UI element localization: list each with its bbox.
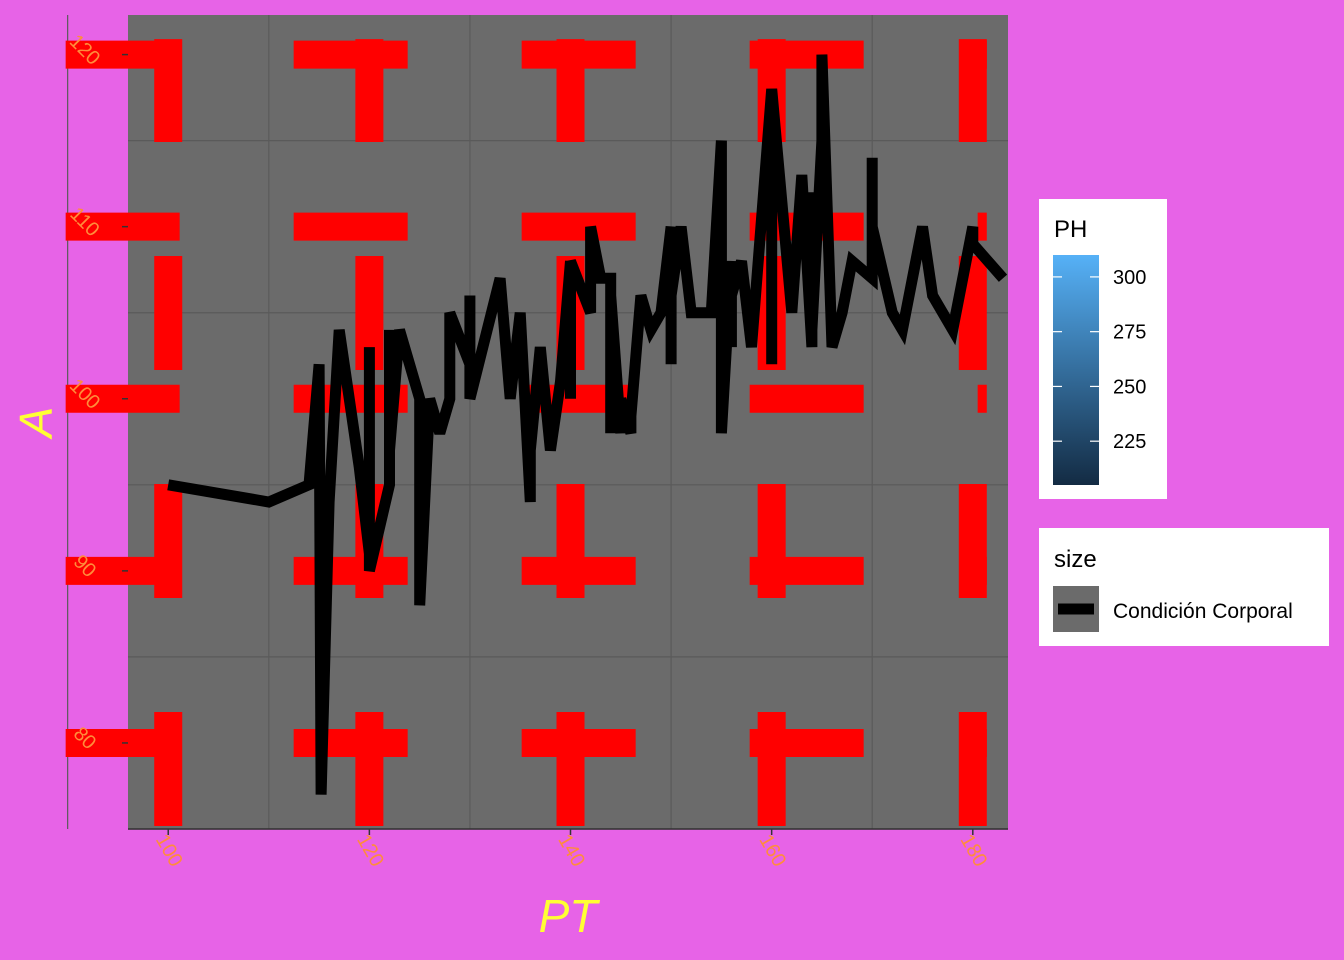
y-axis-title: A (10, 407, 62, 441)
legend-ph-colorbar (1053, 255, 1099, 485)
legend-ph: PH 300 275 250 225 (1039, 199, 1167, 499)
x-tick-label: 160 (754, 831, 790, 871)
colorbar-label: 300 (1113, 267, 1146, 289)
legend-size-label: Condición Corporal (1113, 600, 1293, 623)
x-axis-title: PT (539, 890, 601, 942)
legend-ph-title: PH (1054, 216, 1087, 243)
legend-ph-breaks: 300 275 250 225 (1053, 267, 1146, 453)
colorbar-label: 275 (1113, 322, 1146, 344)
x-tick-label: 120 (352, 831, 388, 871)
panel-background (128, 15, 1008, 829)
series-line (167, 54, 1008, 795)
colorbar-label: 225 (1113, 431, 1146, 453)
legend-size: size Condición Corporal (1039, 528, 1329, 646)
series-layer (167, 54, 1008, 795)
x-tick-label: 140 (553, 831, 589, 871)
x-tick-label: 180 (956, 831, 992, 871)
colorbar-label: 250 (1113, 376, 1146, 398)
x-tick-label: 100 (151, 831, 187, 871)
legend-size-title: size (1054, 546, 1097, 573)
